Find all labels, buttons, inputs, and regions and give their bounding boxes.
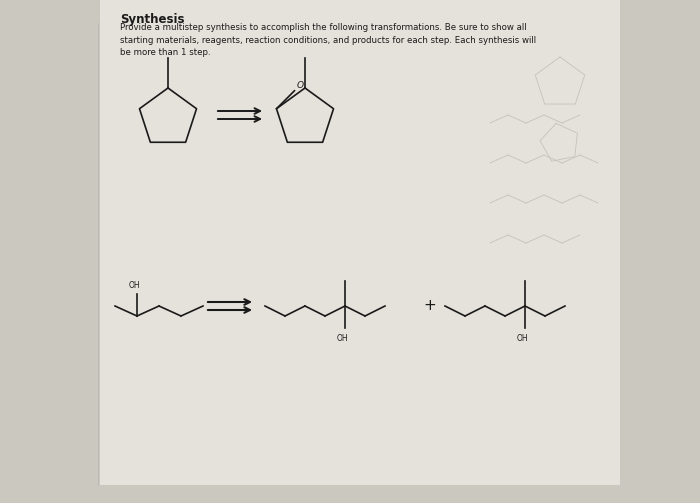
Text: O: O	[297, 80, 304, 90]
Bar	[0, 485, 700, 503]
Text: Synthesis: Synthesis	[120, 13, 185, 26]
Bar	[100, 0, 620, 485]
Text: OH: OH	[337, 334, 349, 343]
Text: OH: OH	[517, 334, 528, 343]
Text: OH: OH	[129, 281, 141, 290]
Text: Provide a multistep synthesis to accomplish the following transformations. Be su: Provide a multistep synthesis to accompl…	[120, 23, 536, 57]
Bar	[0, 0, 100, 503]
Text: +: +	[424, 298, 436, 313]
Bar	[620, 0, 700, 503]
